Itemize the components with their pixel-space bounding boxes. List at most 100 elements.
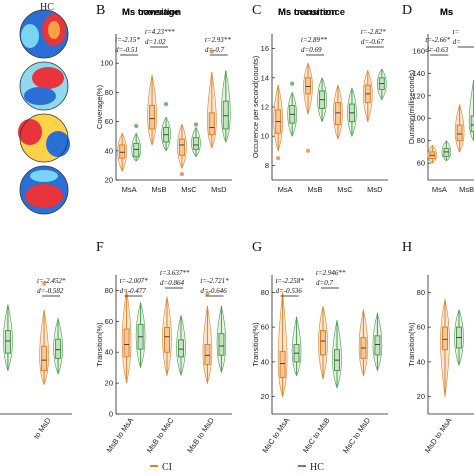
x-tick-label: MsB <box>459 185 474 194</box>
chart-title: Ms <box>440 7 453 18</box>
effect-size: d=-0.646 <box>200 287 227 295</box>
panel-letter-f: F <box>96 240 104 255</box>
t-statistic: t=-2.66* <box>425 36 450 44</box>
box-ci <box>279 350 286 379</box>
effect-size: d=-0.67 <box>361 38 384 46</box>
outlier-point <box>209 49 214 54</box>
chart-c: Ms occurrence Occurence per second(counts… <box>251 7 388 194</box>
effect-size: d=-0.582 <box>37 287 64 295</box>
y-tick-label: 80 <box>417 136 425 145</box>
y-axis-label: Transition(%) <box>251 322 260 367</box>
box-ci <box>208 112 215 136</box>
effect-size: d=-0.536 <box>276 287 303 295</box>
t-statistic: t=4.23*** <box>145 28 175 36</box>
outlier-point <box>205 291 210 296</box>
y-tick-label: 60 <box>105 317 113 326</box>
y-axis-label: Transition(%) <box>95 322 104 367</box>
y-tick-label: 80 <box>105 286 113 295</box>
y-tick-label: 16 <box>261 44 269 53</box>
x-tick-label: MsD <box>367 185 383 194</box>
outlier-point <box>305 148 311 153</box>
topomap-3 <box>18 114 70 162</box>
x-tick-label: MsC <box>181 185 197 194</box>
y-tick-label: 20 <box>105 379 113 388</box>
y-tick-label: 60 <box>105 117 113 126</box>
y-tick-label: 20 <box>261 392 269 401</box>
x-tick-label: MsB to MsA <box>105 416 136 454</box>
y-tick-label: 100 <box>100 59 113 68</box>
t-statistic: t=-2.452* <box>37 277 66 285</box>
panel-letter-h: H <box>402 240 412 255</box>
y-tick-label: 80 <box>105 88 113 97</box>
outlier-point <box>179 172 185 177</box>
x-tick-label: MsC to MsB <box>301 416 332 455</box>
y-tick-label: 60 <box>417 323 425 332</box>
y-tick-label: 140 <box>412 69 425 78</box>
t-statistic: t=-2.15* <box>115 36 140 44</box>
chart-title: Ms transition <box>278 7 337 18</box>
effect-size: d=0.864 <box>160 279 184 287</box>
chart-title: Ms transition <box>122 7 181 18</box>
y-axis-label: Coverage(%) <box>95 84 104 129</box>
box-hc <box>178 339 184 358</box>
y-tick-label: 60 <box>417 159 425 168</box>
y-tick-label: 20 <box>105 176 113 185</box>
outlier-point <box>41 281 47 286</box>
box-hc <box>133 143 140 158</box>
box-hc <box>374 335 381 356</box>
t-statistic: t=3.637** <box>160 269 190 277</box>
box-ci <box>178 138 185 156</box>
box-ci <box>119 144 126 159</box>
x-tick-label: MsA <box>122 185 137 194</box>
y-tick-label: 160 <box>412 46 425 55</box>
topomap-1 <box>20 10 68 58</box>
box-ci <box>149 105 156 130</box>
y-axis-label: Duration(milliseconds) <box>407 69 416 144</box>
effect-size: d=-0.63 <box>425 46 448 54</box>
box-ci <box>164 327 170 353</box>
y-tick-label: 40 <box>105 146 113 155</box>
y-tick-label: 10 <box>261 132 269 141</box>
box-hc <box>443 148 450 157</box>
chart-title: Ms <box>440 7 453 18</box>
chart-title: Ms coverage <box>122 7 180 18</box>
box-hc <box>192 137 199 150</box>
legend-ci-label: CI <box>162 462 172 473</box>
topomap-column: HC <box>18 2 70 215</box>
x-tick-label: MsC to MsD <box>341 416 372 455</box>
box-hc <box>55 338 62 359</box>
y-tick-label: 14 <box>261 73 269 82</box>
effect-size: d=1.02 <box>145 38 166 46</box>
box-ci <box>41 345 48 372</box>
box-ci <box>320 330 326 356</box>
box-ci <box>456 124 463 142</box>
t-statistic: t=-2.258* <box>276 277 305 285</box>
x-tick-label: MsB <box>152 185 167 194</box>
t-statistic: t=-2.007* <box>120 277 149 285</box>
x-tick-label: MsD to MsA <box>423 416 454 455</box>
box-hc <box>222 100 229 130</box>
t-statistic: t= <box>453 28 460 36</box>
effect-size: d=0.69 <box>301 46 322 54</box>
x-tick-label: MsB to MsD <box>185 416 216 455</box>
topomap-2 <box>20 62 68 110</box>
y-tick-label: 40 <box>105 348 113 357</box>
y-axis-label: Occurence per second(counts) <box>251 55 260 158</box>
t-statistic: t=2.89** <box>301 36 327 44</box>
outlier-point <box>163 101 169 107</box>
x-tick-label: MsA <box>432 185 447 194</box>
x-tick-label: MsD <box>211 185 227 194</box>
y-axis-label: Transition(%) <box>407 322 416 367</box>
charts-layer: Ms coverage Coverage(%) 20 40 60 80 100 MsA MsB M… <box>0 7 474 455</box>
effect-size: d=-0.51 <box>115 46 138 54</box>
y-tick-label: 40 <box>417 357 425 366</box>
effect-size: d= <box>453 38 462 46</box>
x-tick-label: MsA <box>278 185 293 194</box>
outlier-point <box>276 156 281 161</box>
y-tick-label: 120 <box>412 91 425 100</box>
topomap-4 <box>20 166 68 214</box>
y-tick-label: 100 <box>412 114 425 123</box>
outlier-point <box>193 122 199 127</box>
chart-e: to MsC to MsD t=-2.452* d=-0.582 <box>0 277 72 441</box>
t-statistic: t=-2.721* <box>200 277 229 285</box>
